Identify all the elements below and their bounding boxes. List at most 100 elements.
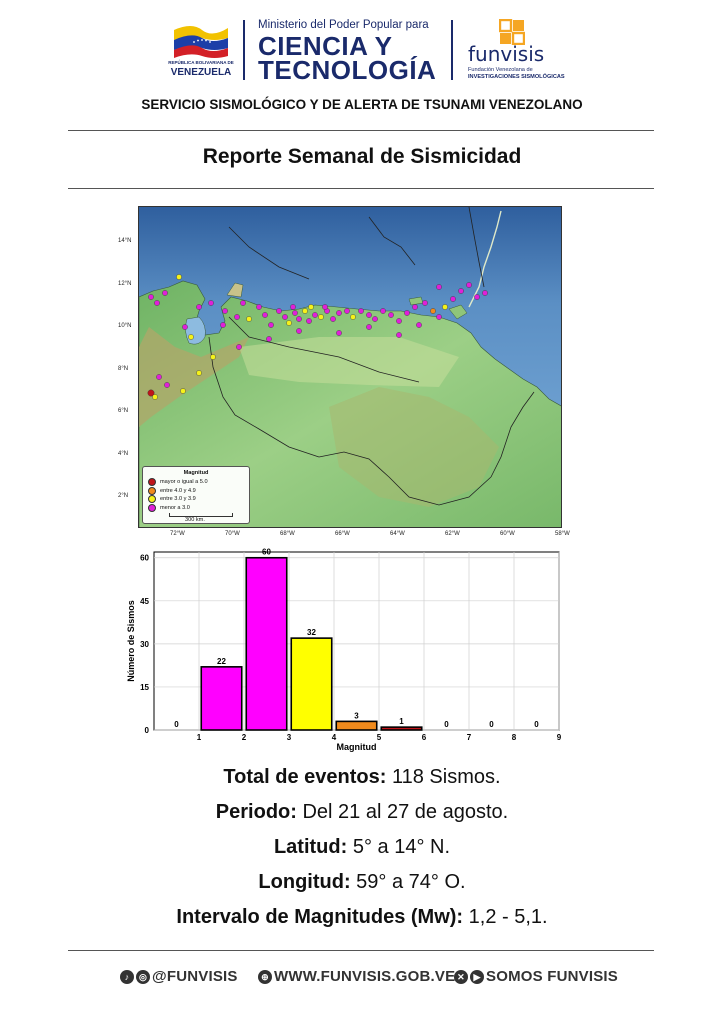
chart-data-label: 0	[174, 720, 179, 729]
footer-website-link[interactable]: ⊕ WWW.FUNVISIS.GOB.VE	[258, 968, 455, 985]
earthquake-marker	[482, 290, 488, 296]
earthquake-marker	[156, 374, 162, 380]
earthquake-marker	[380, 308, 386, 314]
ministry-word-2: TECNOLOGÍA	[258, 55, 437, 85]
earthquake-marker	[372, 316, 378, 322]
legend-swatch-ge5	[148, 478, 156, 487]
earthquake-marker	[290, 304, 296, 310]
map-lon-label: 60°W	[500, 531, 515, 537]
earthquake-marker	[292, 310, 298, 316]
republic-text: REPÚBLICA BOLIVARIANA DE	[168, 60, 234, 65]
earthquake-marker	[152, 394, 158, 400]
footer-social[interactable]: ♪ ◎ @FUNVISIS	[120, 968, 238, 985]
stat-value: 59° a 74° O.	[356, 871, 466, 893]
map-lat-label: 4°N	[118, 450, 129, 457]
earthquake-marker	[182, 324, 188, 330]
chart-x-tick-label: 9	[557, 733, 562, 742]
chart-y-tick-label: 45	[140, 597, 149, 606]
legend-swatch-lt3	[148, 503, 156, 512]
map-lon-label: 70°W	[225, 531, 240, 537]
chart-data-label: 22	[217, 657, 226, 666]
earthquake-marker	[366, 312, 372, 318]
legend-title: Magnitud	[183, 470, 209, 476]
earthquake-marker	[208, 300, 214, 306]
chart-x-tick-label: 8	[512, 733, 517, 742]
earthquake-marker	[188, 334, 194, 340]
footer-website: WWW.FUNVISIS.GOB.VE	[274, 968, 456, 985]
earthquake-marker	[262, 312, 268, 318]
report-title: Reporte Semanal de Sismicidad	[202, 145, 522, 168]
chart-data-label: 0	[489, 720, 494, 729]
map-lon-label: 72°W	[170, 531, 185, 537]
org-subtitle-line-1: Fundación Venezolana de	[468, 67, 533, 73]
map-lat-label: 14°N	[118, 238, 132, 244]
earthquake-marker	[234, 314, 240, 320]
map-lat-label: 6°N	[118, 408, 129, 414]
stat-magnitude-range: Intervalo de Magnitudes (Mw): 1,2 - 5,1.	[0, 906, 724, 929]
chart-x-tick-label: 3	[287, 733, 292, 742]
funvisis-logo-icon	[499, 19, 525, 45]
chart-data-label: 3	[354, 711, 359, 720]
earthquake-marker	[236, 344, 242, 350]
earthquake-marker	[318, 314, 324, 320]
borders	[208, 207, 535, 506]
earthquake-marker	[276, 308, 282, 314]
stat-value: 118 Sismos.	[391, 766, 501, 788]
earthquake-marker	[396, 332, 402, 338]
chart-data-label: 0	[444, 720, 449, 729]
legend-item: mayor o igual a 5.0	[143, 478, 249, 487]
divider-title	[68, 188, 654, 189]
chart-x-tick-label: 4	[332, 733, 337, 742]
footer-tagline[interactable]: ✕ ▶ SOMOS FUNVISIS	[454, 968, 618, 985]
divider-bottom	[68, 950, 654, 951]
stat-longitude: Longitud: 59° a 74° O.	[0, 871, 724, 894]
chart-x-axis-label: Magnitud	[337, 742, 377, 752]
chart-data-label: 0	[534, 720, 539, 729]
chart-y-axis-label: Número de Sismos	[126, 600, 136, 682]
footer-social-handle: @FUNVISIS	[152, 968, 238, 985]
earthquake-marker	[336, 310, 342, 316]
ministry-word-1: CIENCIA Y	[258, 31, 393, 61]
earthquake-marker	[436, 314, 442, 320]
chart-x-tick-label: 6	[422, 733, 427, 742]
earthquake-marker	[366, 324, 372, 330]
legend-swatch-3	[148, 495, 156, 504]
scale-line	[169, 513, 233, 517]
earthquake-marker	[240, 300, 246, 306]
earthquake-marker	[442, 304, 448, 310]
ministry-line: Ministerio del Poder Popular para	[258, 19, 429, 31]
chart-x-tick-label: 7	[467, 733, 472, 742]
chart-bar	[200, 666, 243, 731]
org-subtitle: Fundación Venezolana de INVESTIGACIONES …	[468, 67, 565, 81]
earthquake-marker	[404, 310, 410, 316]
x-icon: ✕	[454, 969, 468, 984]
earthquake-marker	[466, 282, 472, 288]
map-lon-label: 68°W	[280, 531, 295, 537]
earthquake-marker	[416, 322, 422, 328]
venezuela-flag-icon	[174, 26, 228, 58]
earthquake-marker	[147, 389, 155, 397]
scale-label: 300 km.	[185, 517, 205, 523]
country-name: VENEZUELA	[170, 67, 232, 78]
earthquake-marker	[220, 322, 226, 328]
instagram-icon: ◎	[136, 969, 150, 984]
legend-label: mayor o igual a 5.0	[160, 479, 208, 486]
earthquake-marker	[336, 330, 342, 336]
legend-label: menor a 3.0	[160, 504, 190, 511]
stat-label: Total de eventos:	[223, 766, 387, 788]
org-subtitle-line-2: INVESTIGACIONES SISMOLÓGICAS	[468, 74, 565, 80]
earthquake-marker	[266, 336, 272, 342]
service-title: SERVICIO SISMOLÓGICO Y DE ALERTA DE TSUN…	[141, 97, 583, 112]
chart-data-label: 32	[307, 628, 316, 637]
earthquake-marker	[412, 304, 418, 310]
guayana-highlands	[329, 387, 499, 507]
earthquake-marker	[312, 312, 318, 318]
globe-icon: ⊕	[258, 969, 272, 984]
earthquake-marker	[296, 316, 302, 322]
earthquake-marker	[422, 300, 428, 306]
stat-label: Longitud:	[258, 871, 351, 893]
chart-x-tick-label: 1	[197, 733, 202, 742]
earthquake-marker	[282, 314, 288, 320]
earthquake-marker	[458, 288, 464, 294]
chart-y-tick-label: 60	[140, 554, 149, 563]
